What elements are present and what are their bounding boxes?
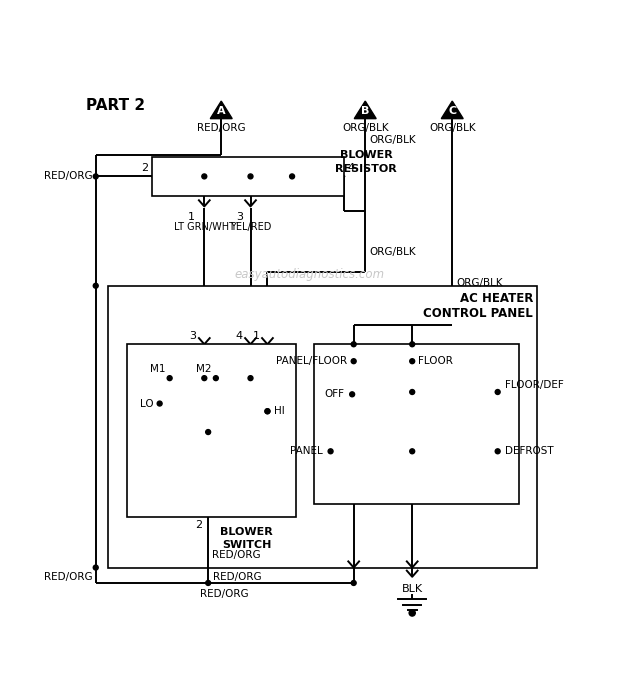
Circle shape (93, 284, 98, 288)
Circle shape (410, 342, 415, 346)
Text: 2: 2 (141, 163, 148, 174)
Circle shape (167, 376, 172, 381)
Circle shape (213, 376, 218, 381)
Text: ORG/BLK: ORG/BLK (342, 122, 389, 132)
Text: ORG/BLK: ORG/BLK (370, 135, 417, 145)
Text: M2: M2 (196, 363, 211, 374)
Text: OFF: OFF (324, 389, 344, 399)
Circle shape (410, 358, 415, 364)
Circle shape (248, 376, 253, 381)
Text: SWITCH: SWITCH (222, 540, 271, 550)
Circle shape (495, 389, 500, 395)
Text: FLOOR/DEF: FLOOR/DEF (506, 381, 564, 391)
Circle shape (351, 342, 356, 346)
Text: YEL/RED: YEL/RED (230, 222, 271, 232)
Text: CONTROL PANEL: CONTROL PANEL (423, 307, 533, 321)
Text: M1: M1 (150, 363, 165, 374)
Text: 3: 3 (236, 212, 243, 222)
Text: RED/ORG: RED/ORG (213, 572, 261, 582)
Text: PANEL: PANEL (290, 447, 323, 456)
Text: FLOOR: FLOOR (418, 356, 453, 366)
Text: 3: 3 (190, 331, 197, 341)
Text: RED/ORG: RED/ORG (212, 550, 261, 560)
Text: RED/ORG: RED/ORG (197, 122, 245, 132)
Circle shape (350, 392, 355, 397)
Text: HI: HI (274, 406, 284, 416)
Text: ORG/BLK: ORG/BLK (429, 122, 476, 132)
Text: RED/ORG: RED/ORG (44, 572, 93, 582)
Text: 4: 4 (347, 163, 355, 174)
Bar (314, 344, 519, 504)
Text: RED/ORG: RED/ORG (44, 172, 93, 181)
Circle shape (351, 580, 356, 585)
Bar (152, 158, 344, 196)
Text: ORG/BLK: ORG/BLK (457, 278, 504, 288)
Text: PANEL/FLOOR: PANEL/FLOOR (276, 356, 347, 366)
Text: BLK: BLK (402, 584, 423, 594)
Text: LT GRN/WHT: LT GRN/WHT (174, 222, 235, 232)
Circle shape (351, 358, 356, 364)
Circle shape (410, 389, 415, 395)
Text: RED/ORG: RED/ORG (200, 589, 249, 599)
Bar (108, 286, 537, 568)
Text: A: A (217, 106, 226, 116)
Text: RESISTOR: RESISTOR (335, 164, 397, 174)
Circle shape (93, 565, 98, 570)
Text: LO: LO (140, 398, 153, 409)
Circle shape (265, 409, 270, 414)
Text: DEFROST: DEFROST (506, 447, 554, 456)
Circle shape (410, 449, 415, 454)
Text: easyautodiagnostics.com: easyautodiagnostics.com (235, 269, 385, 281)
Circle shape (93, 174, 98, 179)
Bar (127, 344, 296, 517)
Text: C: C (448, 106, 456, 116)
Circle shape (206, 580, 211, 585)
Circle shape (328, 449, 333, 454)
Circle shape (265, 409, 270, 414)
Text: B: B (361, 106, 370, 116)
Text: BLOWER: BLOWER (340, 150, 392, 160)
Text: 4: 4 (235, 331, 243, 341)
Polygon shape (441, 101, 464, 119)
Circle shape (409, 610, 415, 616)
Text: BLOWER: BLOWER (220, 526, 273, 537)
Circle shape (495, 449, 500, 454)
Text: 2: 2 (195, 520, 202, 530)
Text: ORG/BLK: ORG/BLK (370, 247, 417, 257)
Circle shape (157, 401, 162, 406)
Circle shape (248, 174, 253, 179)
Polygon shape (354, 101, 376, 119)
Text: PART 2: PART 2 (87, 98, 146, 113)
Circle shape (206, 430, 211, 435)
Circle shape (202, 174, 207, 179)
Polygon shape (210, 101, 232, 119)
Text: 1: 1 (188, 212, 195, 222)
Circle shape (202, 376, 207, 381)
Text: 1: 1 (253, 331, 260, 341)
Text: AC HEATER: AC HEATER (460, 292, 533, 305)
Circle shape (290, 174, 295, 179)
